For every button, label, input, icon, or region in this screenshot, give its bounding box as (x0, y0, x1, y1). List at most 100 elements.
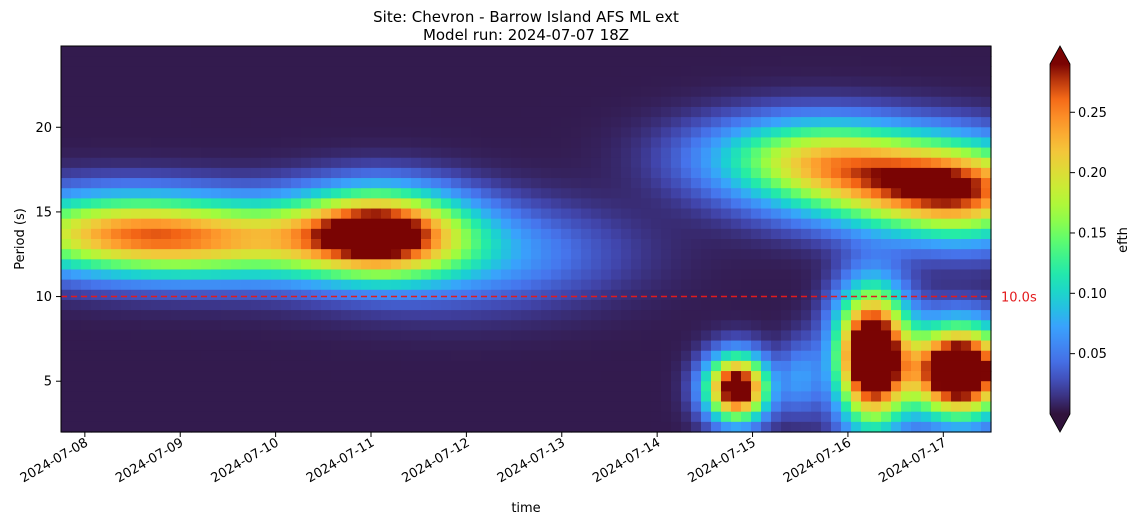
heatmap-cell (61, 299, 72, 311)
heatmap-cell (381, 208, 392, 220)
heatmap-cell (91, 411, 102, 423)
heatmap-cell (461, 188, 472, 199)
heatmap-cell (271, 401, 282, 413)
heatmap-cell (491, 127, 502, 139)
heatmap-cell (141, 208, 152, 220)
heatmap-cell (261, 147, 272, 159)
heatmap-cell (81, 198, 92, 210)
heatmap-cell (651, 401, 662, 413)
heatmap-cell (751, 289, 762, 301)
heatmap-cell (581, 371, 592, 382)
heatmap-cell (431, 421, 442, 433)
heatmap-cell (451, 249, 462, 260)
heatmap-cell (841, 421, 852, 433)
heatmap-cell (131, 381, 142, 392)
heatmap-cell (481, 360, 492, 372)
heatmap-cell (61, 46, 72, 57)
heatmap-cell (911, 228, 922, 240)
heatmap-cell (361, 117, 372, 128)
heatmap-cell (221, 350, 232, 362)
heatmap-cell (591, 46, 602, 57)
heatmap-cell (941, 401, 952, 413)
heatmap-cell (281, 228, 292, 240)
heatmap-cell (911, 96, 922, 108)
heatmap-cell (341, 157, 352, 169)
heatmap-cell (541, 391, 552, 403)
heatmap-cell (541, 167, 552, 179)
heatmap-cell (191, 147, 202, 159)
heatmap-cell (801, 371, 812, 382)
heatmap-cell (811, 421, 822, 433)
heatmap-cell (751, 106, 762, 118)
heatmap-cell (401, 157, 412, 169)
heatmap-cell (961, 76, 972, 88)
heatmap-cell (871, 391, 882, 403)
heatmap-cell (241, 178, 252, 189)
heatmap-cell (561, 320, 572, 332)
heatmap-cell (501, 208, 512, 220)
heatmap-cell (691, 46, 702, 57)
heatmap-cell (571, 76, 582, 88)
heatmap-cell (261, 310, 272, 321)
heatmap-cell (421, 208, 432, 220)
heatmap-cell (941, 310, 952, 321)
heatmap-cell (151, 66, 162, 78)
heatmap-cell (521, 340, 532, 352)
heatmap-cell (251, 167, 262, 179)
heatmap-cell (71, 167, 82, 179)
heatmap-cell (361, 178, 372, 189)
heatmap-cell (681, 310, 692, 321)
heatmap-cell (861, 86, 872, 98)
heatmap-cell (221, 371, 232, 382)
heatmap-cell (211, 96, 222, 108)
heatmap-cell (101, 360, 112, 372)
heatmap-cell (471, 269, 482, 281)
heatmap-cell (621, 147, 632, 159)
heatmap-cell (181, 401, 192, 413)
heatmap-cell (531, 178, 542, 189)
heatmap-cell (621, 411, 632, 423)
heatmap-cell (101, 76, 112, 88)
heatmap-cell (631, 401, 642, 413)
heatmap-cell (291, 310, 302, 321)
heatmap-cell (891, 188, 902, 199)
heatmap-cell (171, 96, 182, 108)
heatmap-cell (201, 269, 212, 281)
heatmap-cell (291, 350, 302, 362)
heatmap-cell (681, 299, 692, 311)
heatmap-cell (871, 66, 882, 78)
heatmap-cell (451, 340, 462, 352)
heatmap-cell (161, 320, 172, 332)
heatmap-cell (781, 411, 792, 423)
heatmap-cell (71, 178, 82, 189)
heatmap-cell (761, 96, 772, 108)
heatmap-cell (511, 117, 522, 128)
heatmap-cell (851, 421, 862, 433)
heatmap-cell (821, 421, 832, 433)
heatmap-cell (511, 178, 522, 189)
heatmap-cell (511, 421, 522, 433)
heatmap-cell (181, 178, 192, 189)
heatmap-cell (601, 411, 612, 423)
heatmap-cell (881, 86, 892, 98)
heatmap-cell (71, 117, 82, 128)
heatmap-cell (211, 360, 222, 372)
heatmap-cell (691, 178, 702, 189)
heatmap-cell (241, 127, 252, 139)
heatmap-cell (211, 421, 222, 433)
heatmap-cell (181, 137, 192, 149)
heatmap-cell (671, 371, 682, 382)
heatmap-cell (851, 228, 862, 240)
heatmap-cell (231, 66, 242, 78)
heatmap-cell (771, 381, 782, 392)
heatmap-cell (631, 86, 642, 98)
heatmap-cell (191, 371, 202, 382)
heatmap-cell (941, 137, 952, 149)
heatmap-cell (631, 299, 642, 311)
heatmap-cell (171, 350, 182, 362)
heatmap-cell (101, 46, 112, 57)
heatmap-cell (861, 310, 872, 321)
heatmap-cell (331, 178, 342, 189)
heatmap-cell (61, 310, 72, 321)
heatmap-cell (371, 56, 382, 67)
